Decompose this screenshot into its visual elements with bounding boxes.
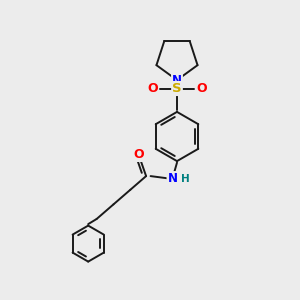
Text: H: H: [181, 174, 190, 184]
Text: O: O: [147, 82, 158, 95]
Text: N: N: [172, 74, 182, 87]
Text: O: O: [196, 82, 207, 95]
Text: O: O: [133, 148, 144, 161]
Text: S: S: [172, 82, 182, 95]
Text: N: N: [167, 172, 178, 185]
